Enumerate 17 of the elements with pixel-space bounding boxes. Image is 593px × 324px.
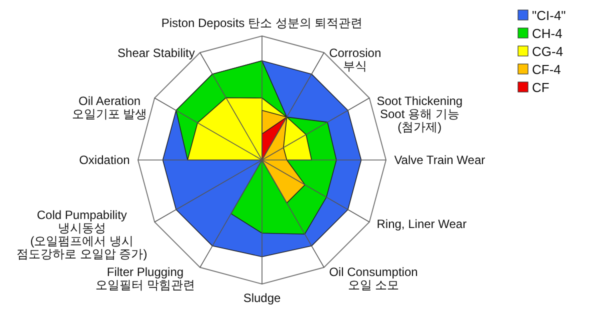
- legend-label: "CI-4": [532, 8, 566, 23]
- spoke-label: Sludge: [243, 291, 282, 306]
- spoke-label: Soot Thickening Soot 용해 기능 (첨가제): [376, 94, 463, 134]
- legend-label: CG-4: [532, 44, 564, 59]
- spoke-label: Shear Stability: [118, 46, 195, 60]
- spoke-label: Valve Train Wear: [394, 153, 486, 167]
- spoke-label: Corrosion 부식: [329, 46, 382, 74]
- legend-label: CH-4: [532, 26, 562, 41]
- spoke-label: Oil Aeration 오일기포 발생: [72, 94, 148, 121]
- spoke-label: Cold Pumpability 냉시동성 (오일펌프에서 냉시 점도강하로 오일압 증가): [16, 208, 148, 262]
- spoke-label: Piston Deposits 탄소 성분의 퇴적관련: [161, 16, 363, 30]
- spoke-label: Oxidation: [79, 153, 130, 167]
- spoke-label: Ring, Liner Wear: [376, 217, 467, 232]
- legend-label: CF-4: [532, 62, 561, 77]
- spoke-label: Oil Consumption 오일 소모: [329, 264, 418, 292]
- spoke-label: Filter Plugging 오일필터 막힘관련: [96, 264, 195, 292]
- legend-label: CF: [532, 80, 550, 95]
